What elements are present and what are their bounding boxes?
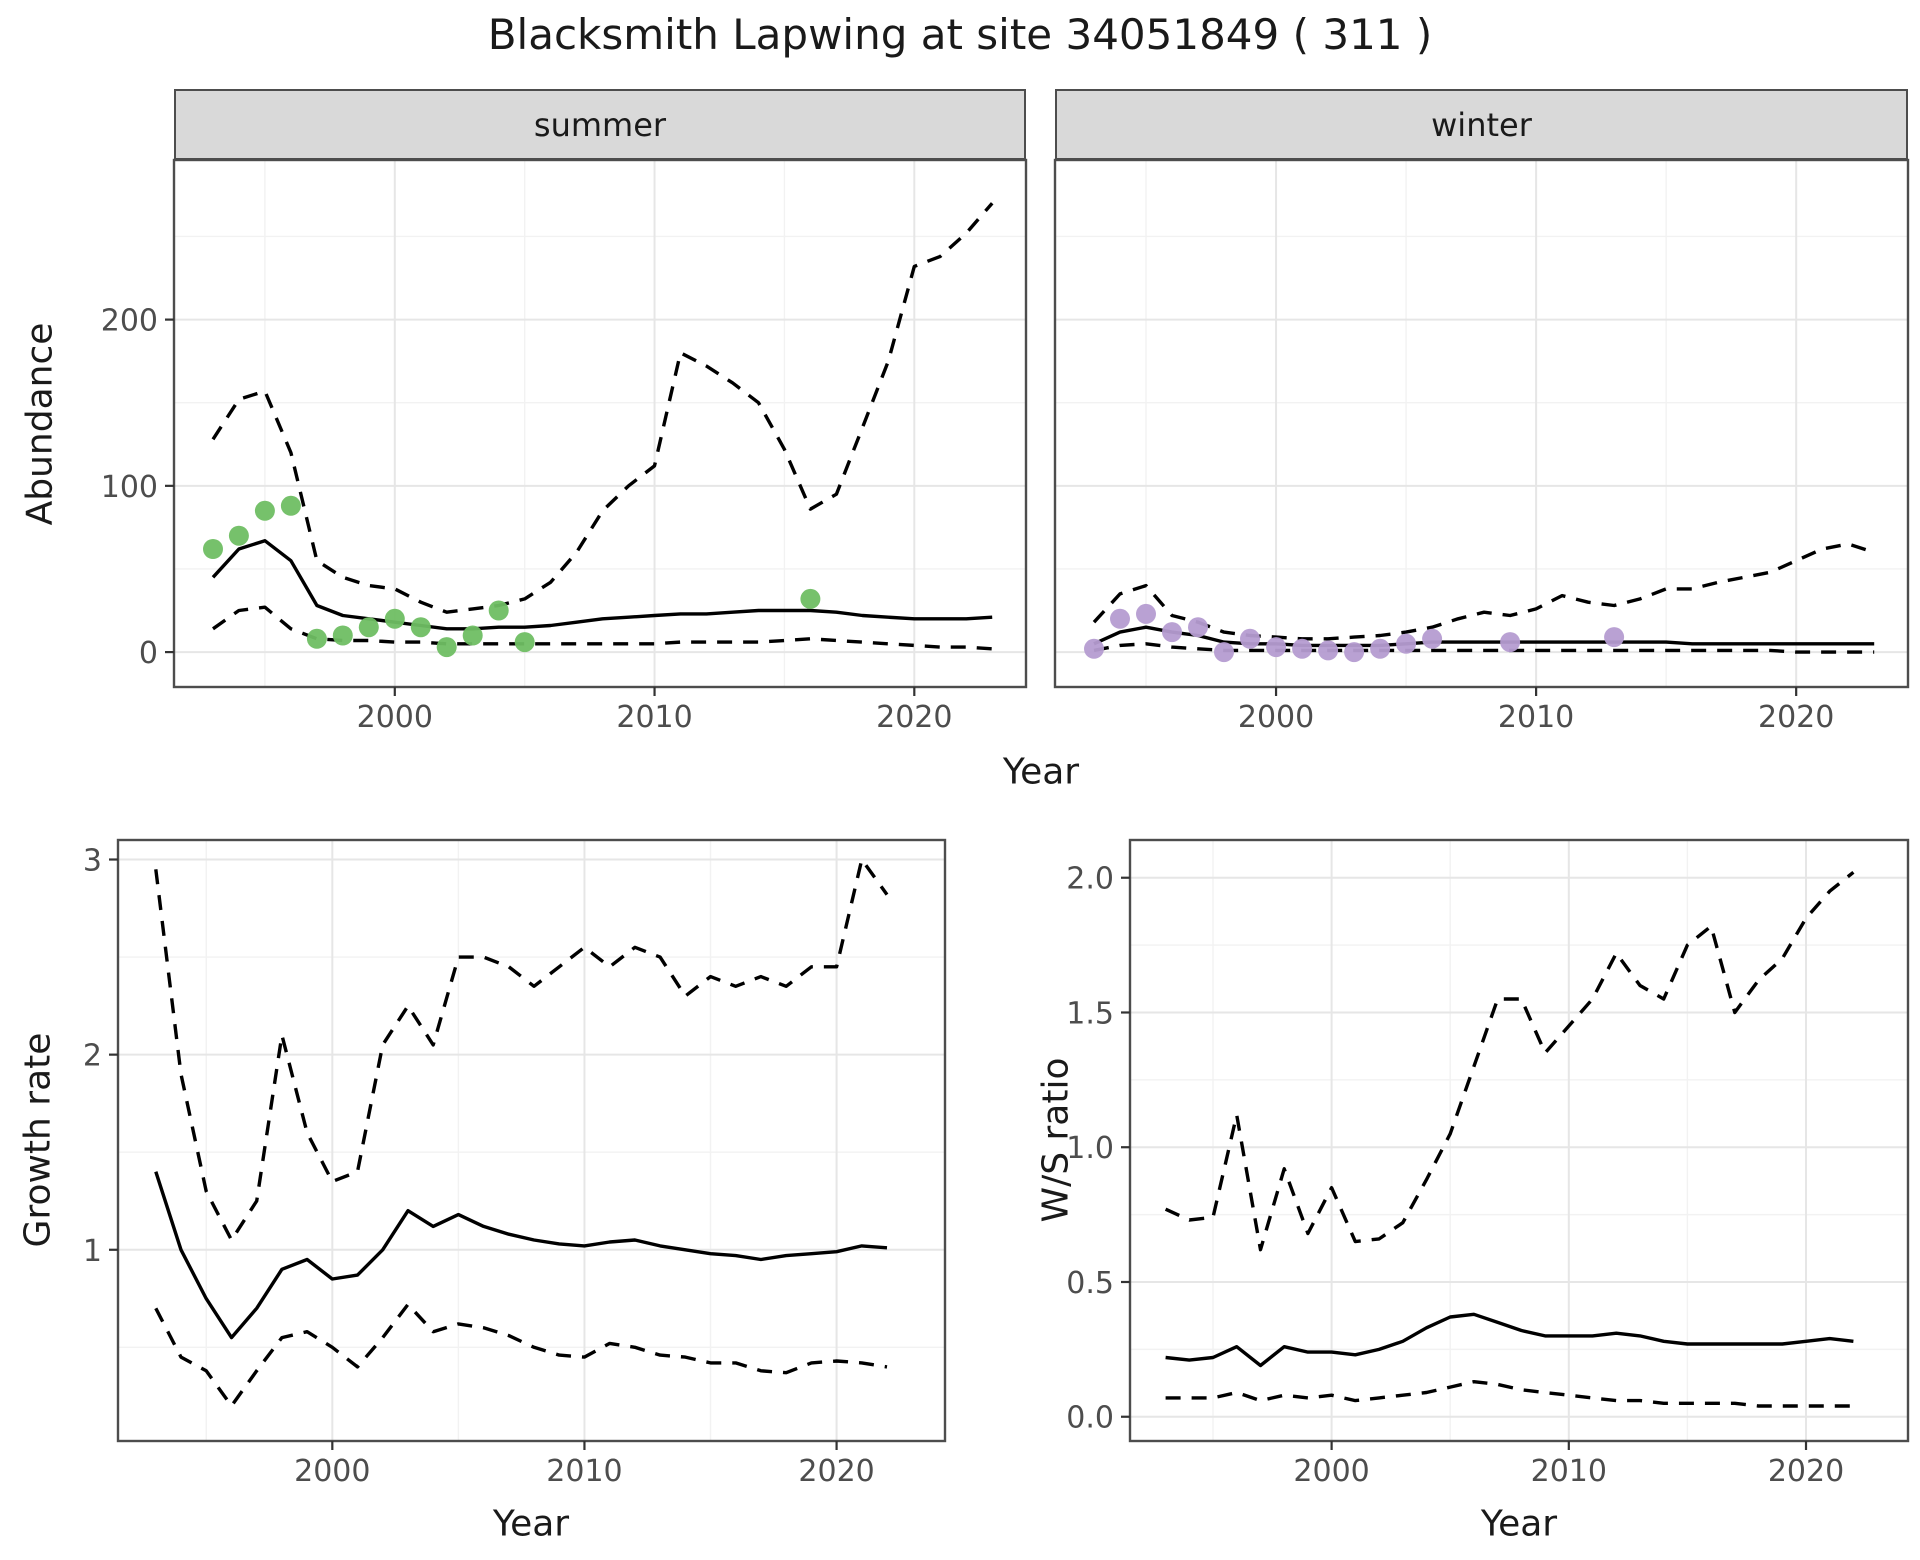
data-point [410, 617, 431, 638]
x-tick-label: 2010 [616, 700, 692, 735]
data-point [1604, 627, 1625, 648]
data-point [1318, 640, 1339, 661]
panel-background [174, 160, 1026, 687]
facet-strip-winter: winter [1055, 89, 1908, 160]
y-tick-label: 0.0 [1066, 1401, 1114, 1436]
y-tick-label: 1.5 [1066, 996, 1114, 1031]
panel-border [172, 158, 1028, 689]
abundance-winter-upper-ci-line [1092, 542, 1875, 641]
data-point [1266, 637, 1287, 658]
data-point [1214, 642, 1234, 663]
panel-border [1128, 838, 1910, 1443]
growth-rate-upper-ci-line [154, 857, 889, 1242]
x-tick-label: 2020 [1768, 1454, 1844, 1489]
data-point [1162, 622, 1182, 643]
panel-border [1053, 158, 1910, 689]
y-tick-label: 1.0 [1066, 1131, 1114, 1166]
y-tick-label: 3 [83, 844, 102, 879]
panel-background [1130, 840, 1908, 1441]
data-point [1292, 638, 1313, 659]
ws-ratio-upper-ci-line [1164, 870, 1855, 1252]
data-point [488, 600, 509, 621]
data-point [1240, 628, 1260, 649]
ws-ratio-lower-ci-line [1165, 1380, 1854, 1408]
data-point [514, 632, 535, 653]
data-point [1422, 628, 1443, 649]
x-tick-label: 2010 [1498, 700, 1574, 735]
x-tick-label: 2000 [1293, 1454, 1369, 1489]
data-point [436, 637, 457, 658]
panel-background [118, 840, 945, 1441]
x-tick-label: 2020 [798, 1454, 874, 1489]
observed-counts-winter [1084, 603, 1625, 663]
panel-growth-rate: 2000 2010 2020 1 2 3 [83, 838, 947, 1489]
data-point [462, 625, 483, 646]
y-tick-label: 0.5 [1066, 1266, 1114, 1301]
x-tick-label: 2020 [1758, 700, 1834, 735]
data-point [1500, 632, 1521, 653]
facet-strip-summer-label: summer [533, 105, 667, 144]
year-axis-label-growth: Year [492, 1503, 570, 1545]
y-tick-label: 2.0 [1066, 862, 1114, 897]
x-tick-label: 2000 [1238, 700, 1314, 735]
year-axis-label-top: Year [1002, 751, 1080, 793]
x-tick-label: 2000 [357, 700, 433, 735]
panel-ws-ratio: 2000 2010 2020 0.0 0.5 1.0 1.5 2.0 [1066, 838, 1910, 1489]
y-tick-label: 200 [101, 304, 158, 339]
data-point [332, 625, 353, 646]
data-point [306, 628, 327, 649]
data-point [228, 525, 249, 546]
panel-abundance-summer: 2000 2010 2020 0 100 200 [101, 158, 1028, 735]
y-tick-label: 0 [139, 636, 158, 671]
data-point [254, 500, 275, 521]
data-point [280, 495, 301, 516]
x-tick-label: 2010 [546, 1454, 622, 1489]
data-point [384, 608, 405, 629]
panel-background [1055, 160, 1908, 687]
facet-strip-summer: summer [174, 89, 1026, 160]
y-tick-label: 1 [83, 1234, 102, 1269]
data-point [1396, 633, 1417, 654]
data-point [358, 617, 379, 638]
x-tick-label: 2000 [294, 1454, 370, 1489]
panel-abundance-winter: 2000 2010 2020 [1053, 158, 1910, 735]
data-point [1370, 638, 1391, 659]
chart-title: Blacksmith Lapwing at site 34051849 ( 31… [487, 10, 1433, 59]
ws-ratio-mean-line [1165, 1312, 1854, 1368]
panel-border [116, 838, 947, 1443]
x-tick-label: 2010 [1531, 1454, 1607, 1489]
y-tick-label: 100 [101, 470, 158, 505]
data-point [1084, 638, 1104, 659]
x-tick-label: 2020 [876, 700, 952, 735]
y-tick-label: 2 [83, 1039, 102, 1074]
abundance-summer-mean-line [211, 539, 993, 631]
data-point [203, 539, 223, 559]
growth-rate-lower-ci-line [154, 1302, 888, 1408]
observed-counts-summer [203, 495, 821, 658]
facet-strip-winter-label: winter [1431, 105, 1532, 144]
data-point [1136, 603, 1156, 624]
growth-rate-mean-line [154, 1171, 888, 1340]
year-axis-label-ws: Year [1480, 1503, 1558, 1545]
data-point [1344, 642, 1365, 663]
data-point [800, 588, 821, 609]
data-point [1110, 608, 1130, 629]
data-point [1188, 617, 1208, 638]
